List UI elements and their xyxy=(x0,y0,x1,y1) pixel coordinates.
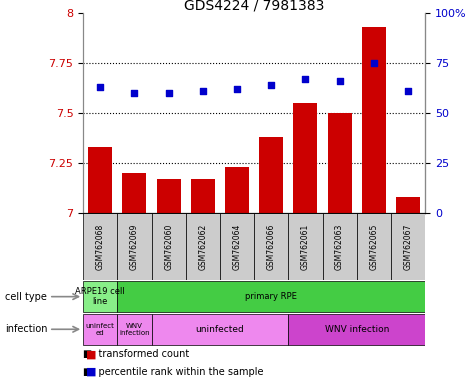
Point xyxy=(96,84,104,90)
Text: ■  transformed count: ■ transformed count xyxy=(83,349,190,359)
Bar xyxy=(391,213,425,280)
Text: ARPE19 cell
line: ARPE19 cell line xyxy=(76,287,125,306)
Point xyxy=(404,88,412,94)
Bar xyxy=(225,167,249,213)
Text: ■: ■ xyxy=(86,349,96,359)
Text: uninfected: uninfected xyxy=(196,325,244,334)
Bar xyxy=(152,213,186,280)
Text: WNV infection: WNV infection xyxy=(324,325,389,334)
Text: GSM762062: GSM762062 xyxy=(199,223,207,270)
Text: infection: infection xyxy=(5,324,47,334)
Text: GSM762060: GSM762060 xyxy=(164,223,173,270)
Text: GSM762066: GSM762066 xyxy=(267,223,276,270)
Bar xyxy=(323,213,357,280)
Text: ■: ■ xyxy=(86,366,96,377)
Text: primary RPE: primary RPE xyxy=(245,292,297,301)
Bar xyxy=(88,147,112,213)
Bar xyxy=(357,213,391,280)
Point xyxy=(267,82,275,88)
Point xyxy=(199,88,207,94)
Bar xyxy=(191,179,215,213)
Bar xyxy=(152,314,288,345)
Text: GSM762069: GSM762069 xyxy=(130,223,139,270)
Bar xyxy=(117,213,152,280)
Bar xyxy=(362,27,386,213)
Bar xyxy=(288,213,323,280)
Text: GSM762063: GSM762063 xyxy=(335,223,344,270)
Point xyxy=(165,90,172,96)
Bar xyxy=(186,213,220,280)
Bar xyxy=(83,314,117,345)
Bar xyxy=(220,213,254,280)
Text: GSM762065: GSM762065 xyxy=(370,223,378,270)
Text: GSM762064: GSM762064 xyxy=(233,223,241,270)
Point xyxy=(370,60,378,66)
Bar xyxy=(123,173,146,213)
Bar xyxy=(396,197,420,213)
Text: cell type: cell type xyxy=(5,291,47,302)
Text: GSM762068: GSM762068 xyxy=(96,223,104,270)
Bar xyxy=(83,281,117,312)
Bar xyxy=(328,113,352,213)
Text: GSM762061: GSM762061 xyxy=(301,223,310,270)
Point xyxy=(233,86,241,93)
Point xyxy=(131,90,138,96)
Point xyxy=(336,78,343,84)
Text: GSM762067: GSM762067 xyxy=(404,223,412,270)
Title: GDS4224 / 7981383: GDS4224 / 7981383 xyxy=(184,0,324,12)
Text: ■  percentile rank within the sample: ■ percentile rank within the sample xyxy=(83,366,264,377)
Bar xyxy=(83,213,117,280)
Bar xyxy=(288,314,425,345)
Bar xyxy=(117,314,152,345)
Bar xyxy=(157,179,180,213)
Text: WNV
infection: WNV infection xyxy=(119,323,150,336)
Bar xyxy=(259,137,283,213)
Text: uninfect
ed: uninfect ed xyxy=(86,323,114,336)
Bar xyxy=(294,103,317,213)
Point xyxy=(302,76,309,83)
Bar xyxy=(254,213,288,280)
